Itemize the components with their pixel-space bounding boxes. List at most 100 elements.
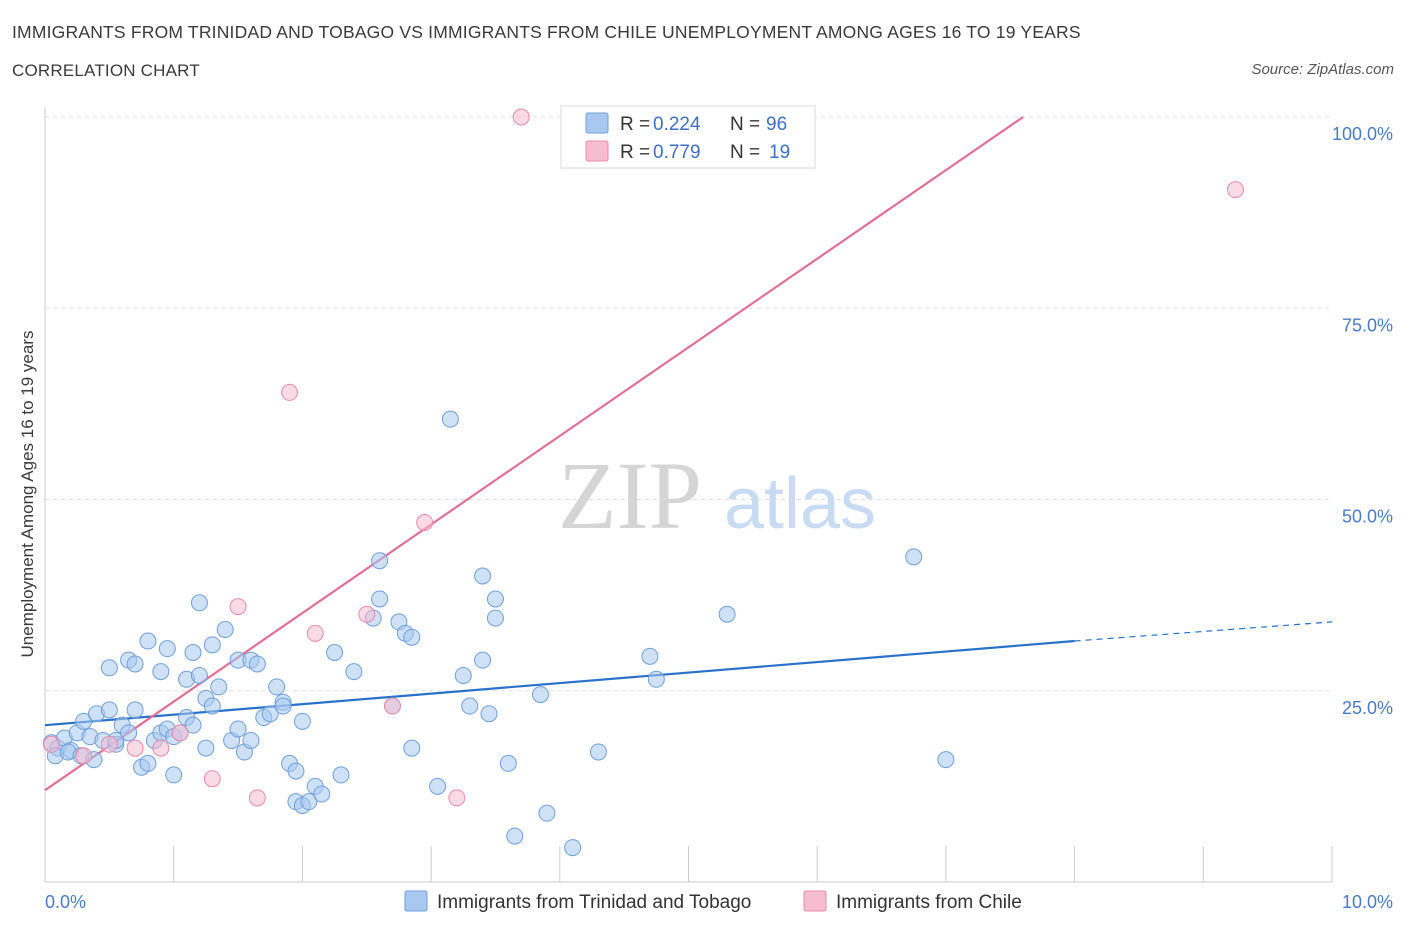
legend-n-label: N = <box>730 114 760 135</box>
legend-swatch-blue <box>585 112 609 134</box>
data-point-trinidad <box>261 705 279 723</box>
data-point-trinidad <box>287 762 305 780</box>
data-point-trinidad <box>371 552 389 570</box>
data-point-trinidad <box>506 827 524 845</box>
y-tick-label: 25.0% <box>1342 698 1393 718</box>
data-point-trinidad <box>139 632 157 650</box>
data-point-trinidad <box>203 636 221 654</box>
data-point-trinidad <box>242 731 260 749</box>
data-point-trinidad <box>371 590 389 608</box>
data-point-trinidad <box>345 663 363 681</box>
bottom-legend-swatch-blue <box>404 890 428 912</box>
data-point-trinidad <box>474 567 492 585</box>
data-point-trinidad <box>403 739 421 757</box>
watermark: ZIP atlas <box>558 442 876 549</box>
data-point-trinidad <box>165 766 183 784</box>
data-point-trinidad <box>486 590 504 608</box>
data-point-chile <box>1226 181 1244 199</box>
legend-r-label: R = <box>620 142 650 163</box>
data-point-trinidad <box>216 621 234 639</box>
data-point-trinidad <box>100 701 118 719</box>
data-point-trinidad <box>564 839 582 857</box>
x-tick-labels: 0.0% 10.0% <box>45 892 1393 912</box>
data-point-trinidad <box>293 712 311 730</box>
y-tick-label: 100.0% <box>1332 124 1393 144</box>
data-point-chile <box>152 739 170 757</box>
data-point-trinidad <box>210 678 228 696</box>
data-point-trinidad <box>313 785 331 803</box>
chart-title: IMMIGRANTS FROM TRINIDAD AND TOBAGO VS I… <box>12 22 1081 42</box>
data-point-trinidad <box>184 644 202 661</box>
legend-n-value: 96 <box>766 114 787 135</box>
data-point-chile <box>448 789 466 807</box>
data-point-trinidad <box>332 766 350 784</box>
data-point-trinidad <box>120 724 138 742</box>
data-point-trinidad <box>641 647 659 665</box>
trendline-trinidad-extension <box>1074 621 1333 642</box>
data-point-chile <box>358 605 376 623</box>
trendline-chile <box>44 116 1024 792</box>
data-point-trinidad <box>531 686 549 704</box>
data-point-trinidad <box>75 712 93 730</box>
data-point-trinidad <box>190 666 208 684</box>
data-point-chile <box>171 724 189 742</box>
source-credit: Source: ZipAtlas.com <box>1251 61 1394 78</box>
data-point-chile <box>75 747 93 765</box>
y-tick-label: 50.0% <box>1342 507 1393 527</box>
data-point-trinidad <box>480 705 498 723</box>
data-point-chile <box>203 770 221 788</box>
legend-r-value: 0.224 <box>653 114 701 135</box>
data-point-chile <box>42 735 60 753</box>
data-point-trinidad <box>300 793 318 811</box>
chart-subtitle: CORRELATION CHART <box>12 61 200 80</box>
data-point-chile <box>100 735 118 753</box>
y-axis-title: Unemployment Among Ages 16 to 19 years <box>18 331 37 658</box>
data-point-chile <box>416 513 434 531</box>
legend-r-label: R = <box>620 114 650 135</box>
data-point-trinidad <box>152 663 170 681</box>
y-tick-label: 75.0% <box>1342 315 1393 335</box>
data-point-trinidad <box>248 655 266 673</box>
data-point-trinidad <box>203 697 221 715</box>
data-point-trinidad <box>274 697 292 715</box>
bottom-legend-swatch-pink <box>803 890 827 912</box>
data-points <box>42 108 1244 857</box>
data-point-trinidad <box>268 678 286 696</box>
data-point-trinidad <box>184 716 202 734</box>
y-tick-labels: 25.0% 50.0% 75.0% 100.0% <box>1332 124 1393 718</box>
data-point-trinidad <box>190 594 208 612</box>
data-point-trinidad <box>403 628 421 646</box>
data-point-chile <box>281 383 299 401</box>
x-tick-label: 10.0% <box>1342 892 1393 912</box>
data-point-trinidad <box>158 640 176 658</box>
x-tick-label: 0.0% <box>45 892 86 912</box>
data-point-trinidad <box>461 697 479 715</box>
legend-n-label: N = <box>730 142 760 163</box>
data-point-trinidad <box>197 739 215 757</box>
data-point-chile <box>248 789 266 807</box>
data-point-trinidad <box>429 777 447 795</box>
data-point-trinidad <box>718 605 736 623</box>
data-point-chile <box>383 697 401 715</box>
data-point-trinidad <box>126 655 144 673</box>
data-point-chile <box>306 624 324 642</box>
data-point-trinidad <box>100 659 118 677</box>
axes <box>44 107 1333 883</box>
data-point-trinidad <box>589 743 607 761</box>
data-point-trinidad <box>229 720 247 738</box>
data-point-trinidad <box>139 754 157 772</box>
data-point-chile <box>126 739 144 757</box>
data-point-trinidad <box>441 410 459 428</box>
data-point-chile <box>229 598 247 616</box>
watermark-atlas: atlas <box>724 464 876 544</box>
legend-n-value: 19 <box>769 142 790 163</box>
bottom-legend-label-chile: Immigrants from Chile <box>836 892 1022 913</box>
bottom-legend: Immigrants from Trinidad and Tobago Immi… <box>404 890 1022 913</box>
data-point-trinidad <box>126 701 144 719</box>
data-point-trinidad <box>905 548 923 566</box>
data-point-trinidad <box>326 644 344 661</box>
legend: R = 0.224 N = 96 R = 0.779 N = 19 <box>560 105 816 169</box>
data-point-trinidad <box>499 754 517 772</box>
watermark-zip: ZIP <box>558 442 702 549</box>
